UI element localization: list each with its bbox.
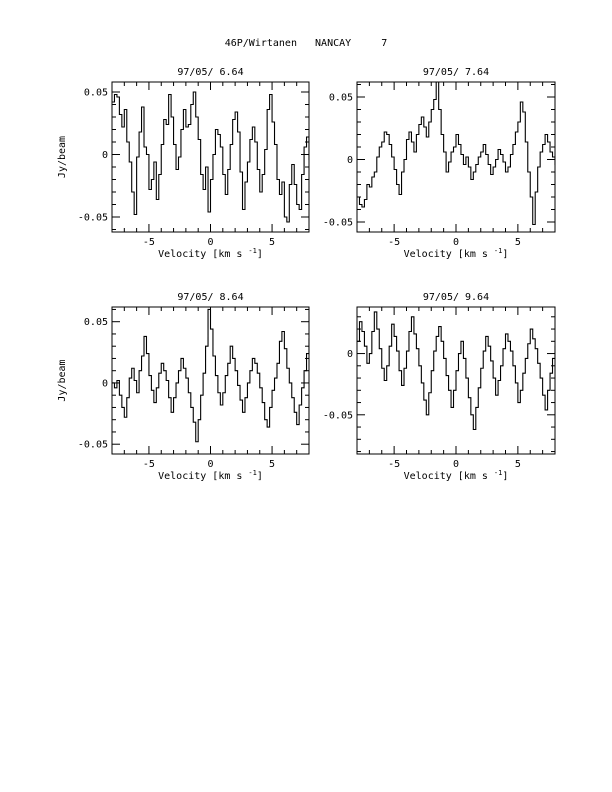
y-tick-label: 0: [347, 155, 353, 166]
y-axis-label: Jy/beam: [57, 136, 68, 178]
panel-title: 97/05/ 6.64: [177, 67, 243, 78]
spectrum-series: [357, 82, 555, 226]
y-tick-label: -0.05: [323, 218, 353, 229]
y-tick-label: 0: [102, 378, 108, 389]
figure-title: 46P/Wirtanen NANCAY 7: [224, 38, 388, 49]
panel-title: 97/05/ 7.64: [423, 67, 489, 78]
panel-title: 97/05/ 8.64: [177, 292, 243, 303]
x-axis-label: Velocity [km s -1]: [404, 469, 509, 482]
x-axis-label: Velocity [km s -1]: [404, 247, 509, 260]
x-tick-label: 5: [269, 459, 275, 470]
y-tick-label: 0.05: [329, 93, 353, 104]
y-axis-label: Jy/beam: [57, 359, 68, 401]
y-tick-label: -0.05: [78, 213, 108, 224]
x-tick-label: 0: [207, 459, 213, 470]
x-tick-label: -5: [143, 459, 155, 470]
x-axis-label: Velocity [km s -1]: [158, 247, 263, 260]
x-tick-label: -5: [143, 237, 155, 248]
y-tick-label: 0: [347, 349, 353, 360]
x-tick-label: -5: [388, 459, 400, 470]
y-tick-label: 0.05: [84, 317, 108, 328]
x-tick-label: 0: [453, 459, 459, 470]
spectrum-panel-1: 97/05/ 6.64 -5 0 5 -0.05 0 0.05 Velocity [km s …: [57, 67, 310, 260]
y-tick-label: -0.05: [78, 440, 108, 451]
x-tick-label: 5: [269, 237, 275, 248]
y-tick-label: -0.05: [323, 410, 353, 421]
panel-title: 97/05/ 9.64: [423, 292, 489, 303]
x-tick-label: 5: [515, 237, 521, 248]
y-tick-label: 0.05: [84, 88, 108, 99]
x-tick-label: 0: [207, 237, 213, 248]
x-tick-label: 5: [515, 459, 521, 470]
spectrum-series: [357, 311, 555, 431]
plot-frame: [356, 81, 556, 233]
spectrum-panel-3: 97/05/ 8.64 -5 0 5 -0.05 0 0.05 Velocity [km s …: [57, 292, 310, 482]
x-axis-label: Velocity [km s -1]: [158, 469, 263, 482]
spectrum-panel-2: 97/05/ 7.64 -5 0 5 -0.05 0 0.05 Velocity [km s …: [323, 67, 556, 260]
spectrum-series: [112, 308, 309, 443]
spectrum-series: [112, 91, 309, 223]
x-tick-label: 0: [453, 237, 459, 248]
y-tick-label: 0: [102, 150, 108, 161]
x-tick-label: -5: [388, 237, 400, 248]
